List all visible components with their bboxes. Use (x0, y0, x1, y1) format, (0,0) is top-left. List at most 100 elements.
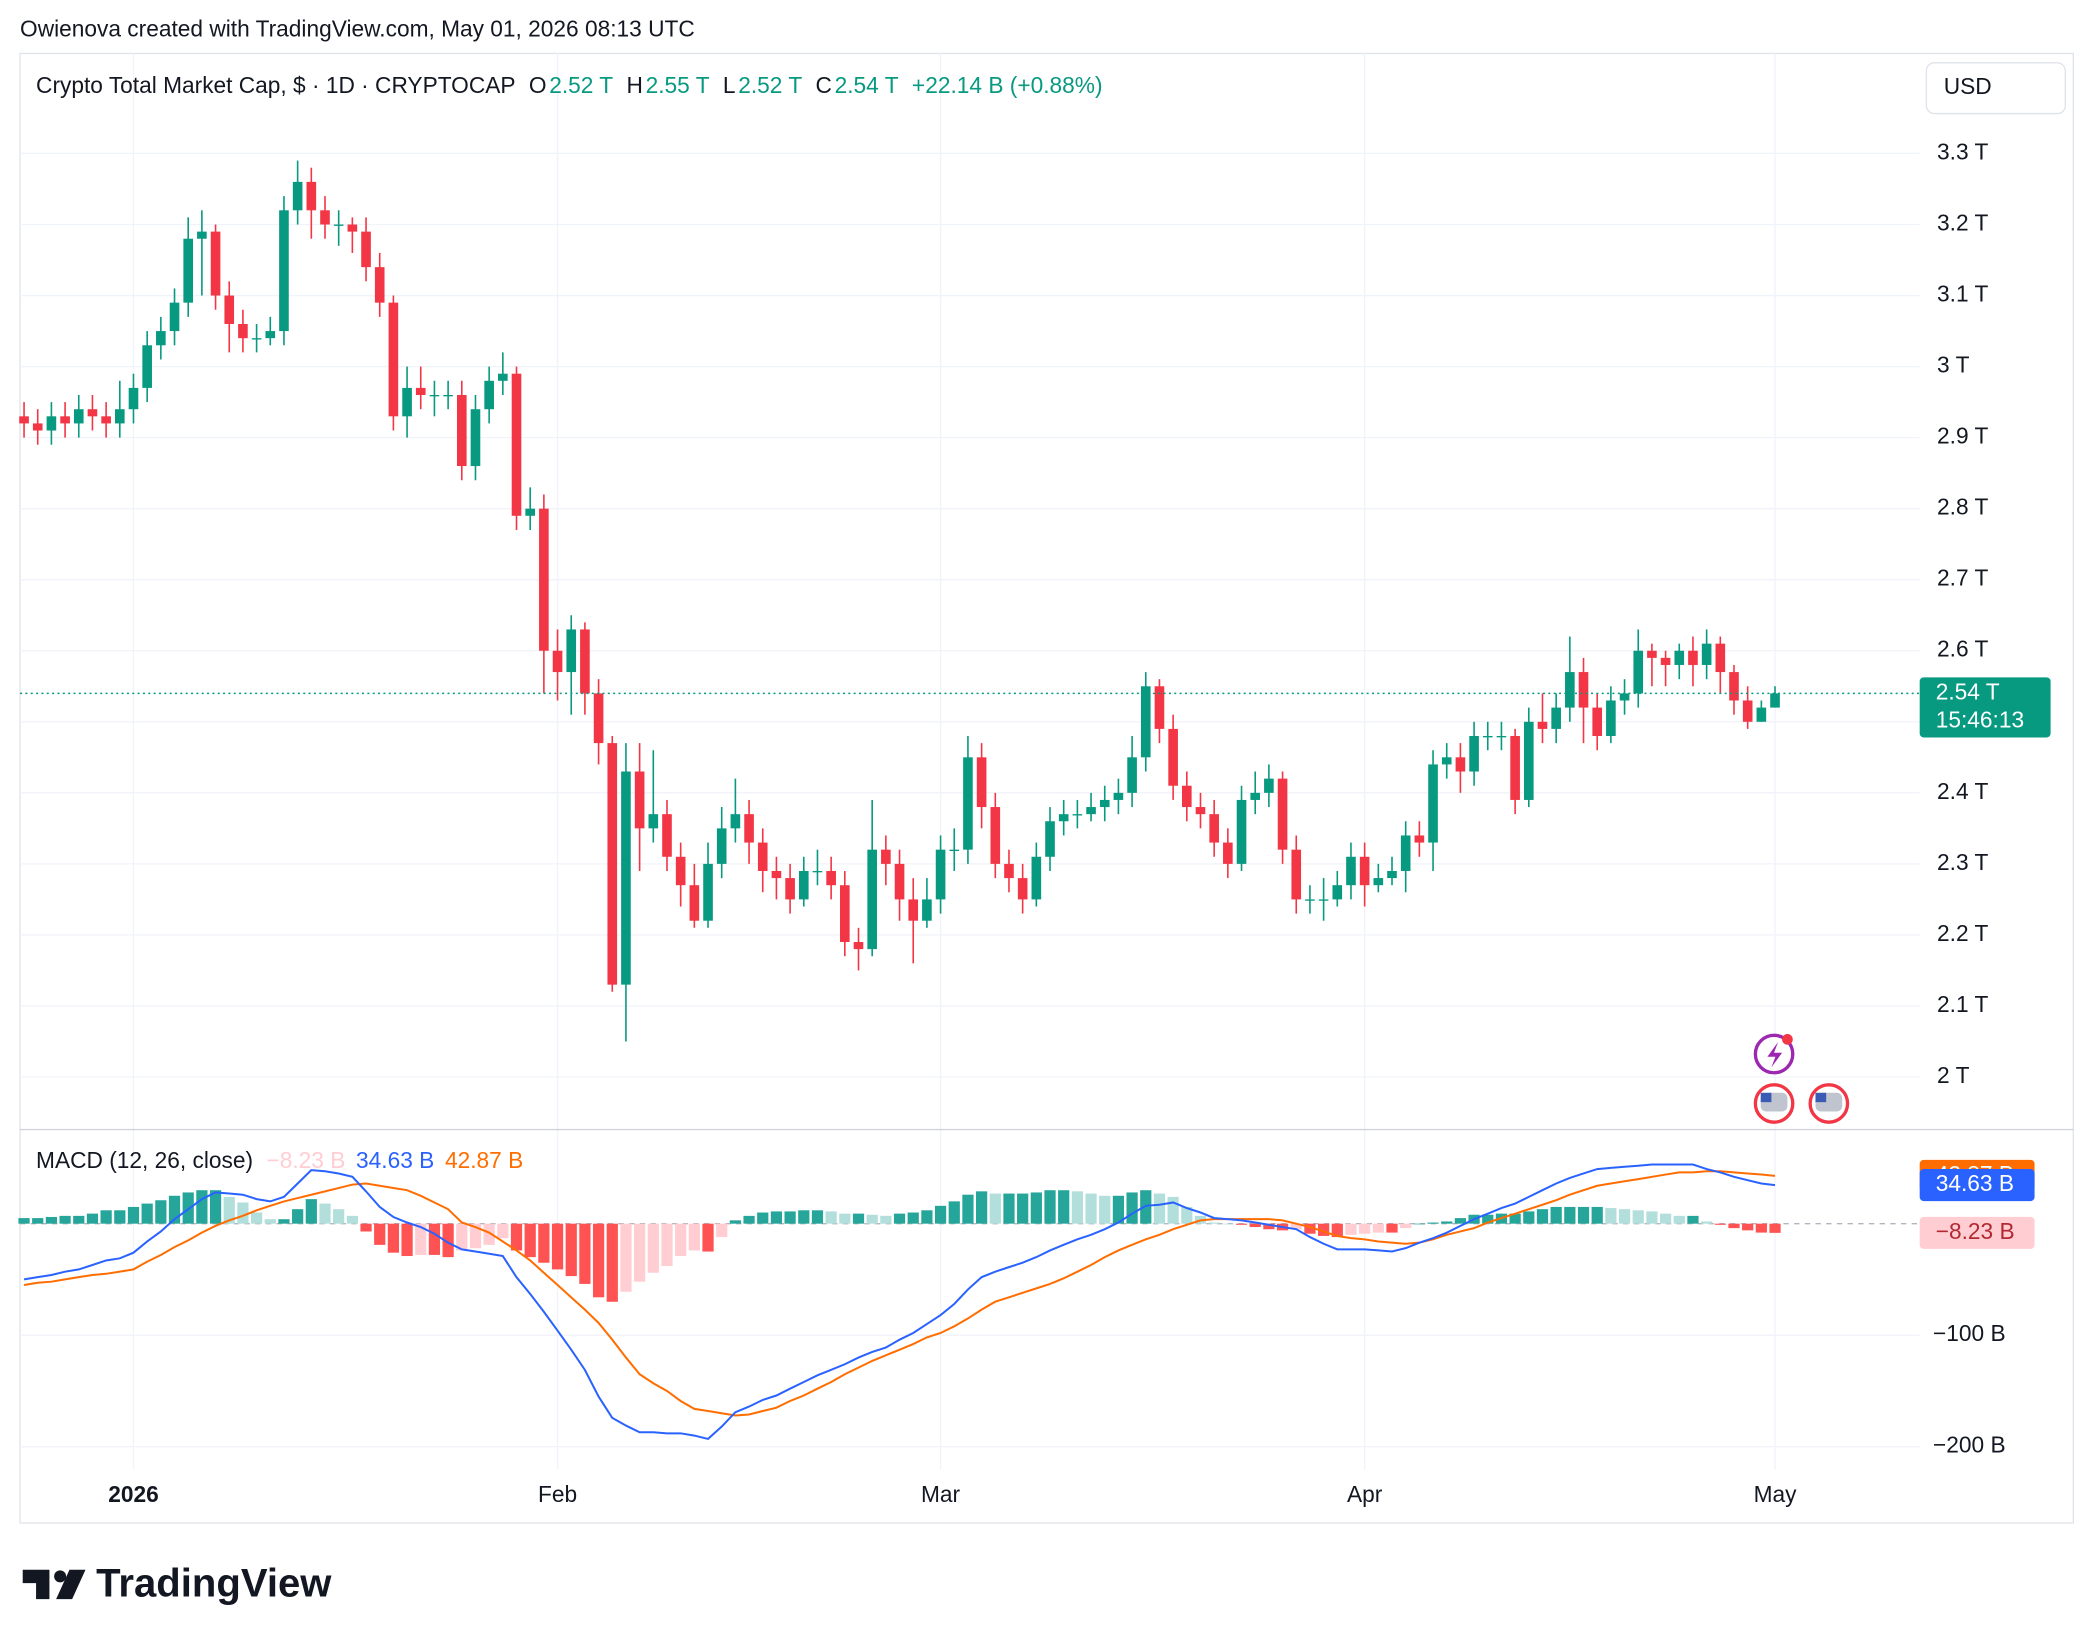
candle-body (867, 849, 877, 950)
candle-body (881, 849, 891, 864)
candle-body (593, 693, 604, 744)
x-tick-label: May (1754, 1481, 1798, 1507)
candle-body (1482, 736, 1493, 738)
candle-body (1318, 899, 1329, 901)
candle-body (183, 238, 194, 303)
histogram-bar (346, 1215, 358, 1224)
histogram-bar (1153, 1193, 1166, 1224)
currency-label[interactable]: USD (1944, 73, 1992, 99)
candle-body (498, 373, 508, 381)
candle-body (169, 302, 180, 332)
candle-body (320, 210, 330, 225)
histogram-bar (1714, 1223, 1726, 1225)
candle-body (456, 395, 467, 467)
candle-body (1523, 721, 1534, 800)
candle-body (949, 849, 960, 852)
histogram-bar (1099, 1195, 1111, 1224)
histogram-bar (278, 1219, 290, 1224)
histogram-bar (1222, 1223, 1234, 1225)
candle-body (1660, 657, 1671, 665)
histogram-bar (1003, 1193, 1015, 1224)
histogram-bar (1290, 1223, 1302, 1230)
candle-body (156, 331, 166, 346)
candle-body (73, 409, 84, 424)
histogram-bar (1058, 1190, 1070, 1224)
candle-body (87, 409, 98, 417)
candle-body (374, 267, 385, 303)
candle-body (990, 807, 1001, 864)
histogram-bar (702, 1223, 714, 1252)
candle-body (1674, 650, 1685, 665)
candle-body (935, 849, 946, 900)
histogram-bar (1509, 1213, 1521, 1224)
candle-body (1086, 807, 1096, 815)
candle-body (60, 416, 70, 424)
candle-body (1332, 885, 1343, 900)
currency-button[interactable] (1925, 62, 2066, 115)
candle-body (1414, 835, 1425, 843)
candle-body (607, 743, 618, 985)
candle-body (210, 231, 221, 296)
histogram-bar (647, 1223, 659, 1273)
y-tick-label: 3.3 T (1937, 138, 1988, 164)
candle-body (580, 629, 590, 694)
histogram-bar (1550, 1206, 1562, 1224)
histogram-bar (757, 1212, 769, 1224)
candle-body (840, 885, 850, 943)
y-tick-label: 2.8 T (1937, 494, 1988, 520)
histogram-bar (59, 1215, 71, 1224)
histogram-bar (1249, 1223, 1261, 1228)
candle-body (703, 863, 713, 921)
y-tick-label: 3.1 T (1937, 281, 1988, 307)
candle-body (648, 814, 659, 829)
candle-body (46, 416, 57, 431)
histogram-bar (86, 1213, 99, 1224)
candle-body (361, 231, 371, 268)
histogram-bar (1605, 1208, 1617, 1224)
candle-body (1441, 757, 1452, 765)
candle-body (142, 345, 152, 388)
histogram-bar (264, 1219, 276, 1224)
histogram-bar (442, 1223, 454, 1258)
symbol-title: Crypto Total Market Cap, $ · 1D · CRYPTO… (36, 72, 515, 98)
candle-body (1195, 807, 1206, 815)
histogram-bar (976, 1191, 988, 1224)
histogram-bar (839, 1213, 851, 1224)
histogram-bar (1017, 1193, 1029, 1224)
histogram-bar (483, 1223, 495, 1245)
event-icons[interactable] (1753, 1033, 1850, 1124)
last-price-label: 2.54 T (1936, 678, 2000, 704)
histogram-bar (1591, 1206, 1603, 1224)
histogram-bar (387, 1223, 400, 1253)
histogram-value: −8.23 B (266, 1147, 345, 1173)
candle-body (1578, 672, 1589, 708)
histogram-bar (893, 1213, 906, 1224)
histogram-bar (401, 1223, 413, 1257)
last-price-tag (1919, 677, 2051, 738)
candle-body (1346, 856, 1356, 886)
candle-body (1359, 856, 1370, 886)
histogram-bar (989, 1193, 1001, 1224)
histogram-bar (469, 1223, 482, 1249)
candle-body (1606, 700, 1616, 737)
candle-body (1715, 643, 1726, 673)
histogram-bar (934, 1205, 947, 1224)
marks (18, 160, 1920, 1441)
histogram-bar (32, 1218, 44, 1224)
attribution: Owienova created with TradingView.com, M… (20, 16, 695, 42)
histogram-bar (127, 1206, 140, 1224)
candle-body (224, 295, 235, 324)
histogram-bar (948, 1201, 960, 1224)
candle-body (1209, 814, 1219, 843)
histogram-bar (592, 1223, 605, 1298)
candle-body (1140, 686, 1151, 758)
histogram-bar (866, 1214, 878, 1224)
candle-body (1127, 757, 1137, 793)
histogram-bar (1441, 1221, 1453, 1224)
macd-tag-label: 34.63 B (1936, 1170, 2014, 1196)
flag-canton (1760, 1092, 1772, 1103)
histogram-bar (1263, 1223, 1275, 1230)
histogram-bar (798, 1210, 810, 1224)
histogram-bar (168, 1195, 181, 1224)
x-tick-label: Feb (538, 1481, 577, 1507)
